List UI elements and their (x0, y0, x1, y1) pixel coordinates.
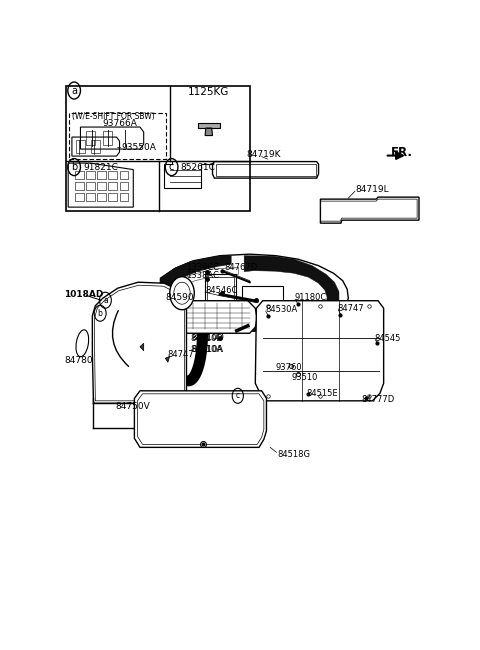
Text: 93766A: 93766A (103, 118, 138, 127)
Polygon shape (244, 255, 339, 323)
Polygon shape (134, 391, 266, 447)
Text: b: b (98, 309, 103, 318)
Polygon shape (165, 356, 170, 362)
Bar (120, 193, 129, 201)
Polygon shape (162, 255, 231, 317)
Text: 84518G: 84518G (277, 450, 311, 459)
Text: 91180C: 91180C (294, 293, 326, 302)
Text: 1125KG: 1125KG (188, 87, 229, 97)
Bar (69, 113, 166, 159)
Bar (86, 171, 95, 179)
Circle shape (170, 277, 194, 310)
Text: 84515E: 84515E (307, 389, 338, 398)
Text: 85261C: 85261C (180, 162, 215, 172)
Text: a: a (103, 296, 108, 305)
Text: 84510D: 84510D (191, 333, 224, 342)
Bar (91, 140, 100, 153)
Bar (97, 171, 106, 179)
Text: FR.: FR. (391, 146, 413, 159)
Polygon shape (255, 301, 384, 401)
Bar (76, 140, 85, 153)
Text: 84546C: 84546C (206, 286, 238, 295)
Bar (75, 193, 84, 201)
Bar (205, 274, 236, 308)
Text: 93510: 93510 (291, 373, 318, 382)
Text: 84510A: 84510A (191, 344, 223, 354)
Polygon shape (140, 343, 144, 351)
Bar (66, 86, 250, 211)
Text: 93760: 93760 (275, 363, 301, 372)
Bar (108, 193, 117, 201)
Text: b: b (71, 162, 77, 172)
Bar (103, 131, 112, 145)
Bar (120, 182, 129, 190)
Text: (W/E-SHIFT FOR SBW): (W/E-SHIFT FOR SBW) (72, 112, 155, 121)
Text: 84747: 84747 (168, 350, 194, 359)
Bar (97, 182, 106, 190)
Text: 1018AD: 1018AD (64, 290, 104, 299)
Text: c: c (169, 162, 174, 172)
Polygon shape (92, 282, 186, 403)
Polygon shape (160, 255, 229, 306)
Text: 84590: 84590 (165, 292, 193, 302)
Bar (108, 182, 117, 190)
Text: 84719K: 84719K (246, 150, 280, 159)
Bar (75, 171, 84, 179)
Text: 84747: 84747 (337, 304, 364, 313)
Text: 84750V: 84750V (115, 402, 150, 411)
Text: 84780: 84780 (64, 356, 93, 365)
Text: c: c (236, 391, 240, 400)
Bar (86, 193, 95, 201)
Text: 1338AC: 1338AC (186, 271, 219, 280)
Polygon shape (158, 254, 348, 332)
Polygon shape (205, 128, 213, 136)
Bar (75, 182, 84, 190)
Text: 84510A: 84510A (190, 345, 222, 354)
Text: 84777D: 84777D (361, 395, 395, 404)
Bar (86, 182, 95, 190)
Text: 84530A: 84530A (265, 306, 297, 314)
Bar (86, 131, 96, 145)
Bar (120, 171, 129, 179)
Bar (207, 277, 234, 305)
Bar (242, 286, 283, 323)
Bar (97, 193, 106, 201)
Text: 84767D: 84767D (225, 263, 258, 272)
Text: 93550A: 93550A (121, 142, 156, 151)
Polygon shape (138, 301, 257, 333)
Text: 84719L: 84719L (356, 185, 389, 194)
Bar (108, 171, 117, 179)
Text: a: a (71, 86, 77, 96)
Text: 1339CC: 1339CC (186, 263, 219, 272)
Polygon shape (172, 321, 231, 330)
Polygon shape (242, 323, 283, 332)
Polygon shape (198, 123, 220, 128)
Text: 84545: 84545 (374, 333, 401, 343)
Text: 84510D: 84510D (190, 333, 223, 343)
Text: 91821C: 91821C (83, 162, 118, 172)
